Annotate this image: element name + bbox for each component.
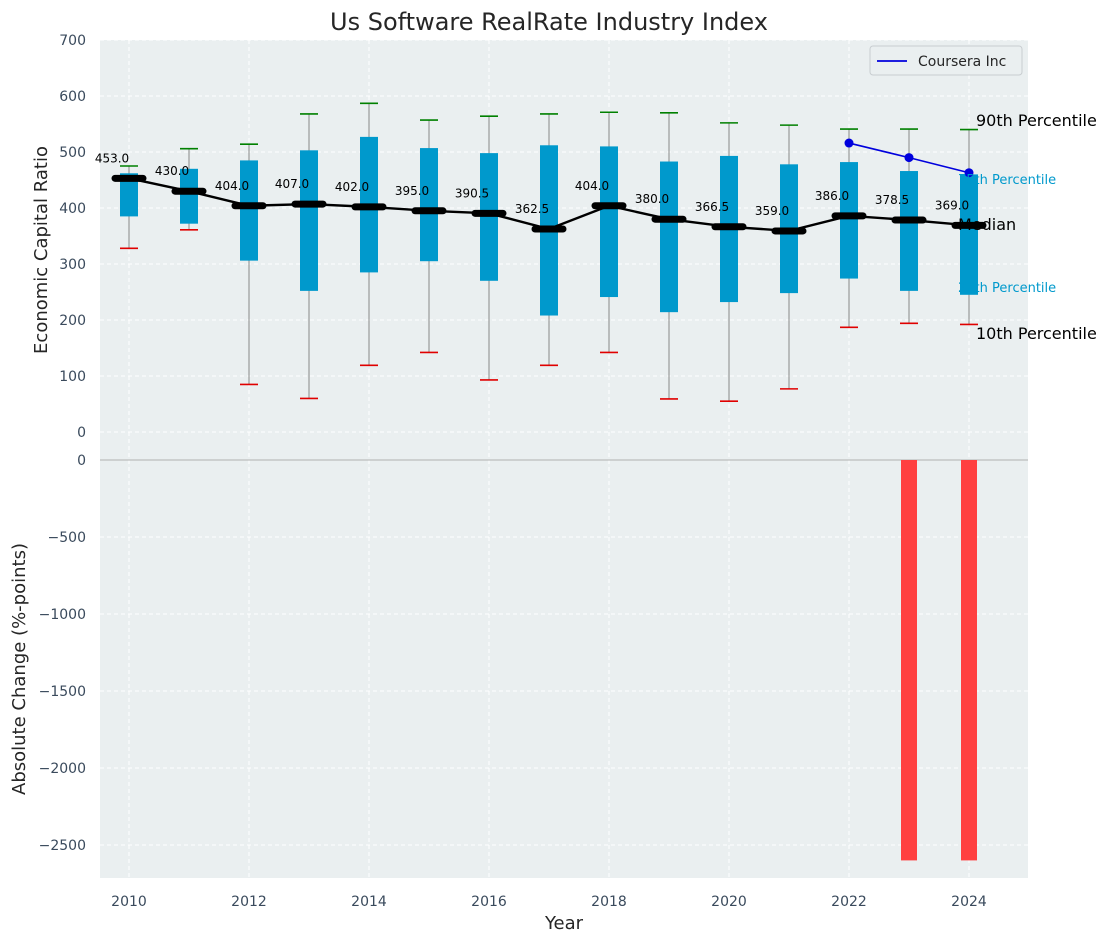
percentile-labels: 90th Percentile 75th Percentile Median 2… <box>958 111 1097 343</box>
median-value-labels: 453.0 430.0 404.0 407.0 402.0 395.0 390.5 362.5… <box>95 151 969 218</box>
median-value-label: 366.5 <box>695 200 729 214</box>
box <box>180 168 198 224</box>
box <box>660 161 678 313</box>
bottom-y-tick: −2000 <box>39 761 86 777</box>
x-tick: 2010 <box>111 894 147 910</box>
median-value-label: 390.5 <box>455 186 489 200</box>
median-value-label: 453.0 <box>95 151 129 165</box>
percentile-label-median: Median <box>958 215 1016 234</box>
median-value-label: 359.0 <box>755 204 789 218</box>
median-value-label: 369.0 <box>935 198 969 212</box>
median-value-label: 404.0 <box>215 179 249 193</box>
x-tick: 2014 <box>351 894 387 910</box>
bottom-panel-grid <box>100 460 1028 878</box>
company-series <box>844 138 974 178</box>
median-value-label: 362.5 <box>515 202 549 216</box>
median-value-label: 386.0 <box>815 189 849 203</box>
percentile-label-p75: 75th Percentile <box>958 173 1056 188</box>
legend-frame <box>869 45 1023 76</box>
change-bar <box>901 460 917 861</box>
bottom-y-axis-label: Absolute Change (%-points) <box>9 543 30 795</box>
box <box>120 173 138 217</box>
bottom-panel-background <box>100 460 1028 878</box>
median-marks <box>111 174 987 235</box>
box-plots <box>120 102 978 403</box>
box <box>960 174 978 295</box>
bottom-y-tick: 0 <box>77 453 86 469</box>
box <box>240 160 258 261</box>
x-tick: 2022 <box>831 894 867 910</box>
median-value-label: 402.0 <box>335 180 369 194</box>
top-y-axis-label: Economic Capital Ratio <box>31 146 52 354</box>
box <box>300 150 318 291</box>
x-tick: 2020 <box>711 894 747 910</box>
top-y-tick-labels: 0 100 200 300 400 500 600 700 <box>59 33 86 441</box>
bottom-y-tick: −2500 <box>39 838 86 854</box>
top-y-tick: 600 <box>59 89 86 105</box>
x-tick: 2016 <box>471 894 507 910</box>
bottom-y-tick: −1500 <box>39 684 86 700</box>
chart-title: Us Software RealRate Industry Index <box>330 8 768 36</box>
bottom-y-tick-labels: 0 −500 −1000 −1500 −2000 −2500 <box>39 453 86 854</box>
median-value-label: 395.0 <box>395 184 429 198</box>
top-y-tick: 700 <box>59 33 86 49</box>
top-y-tick: 500 <box>59 145 86 161</box>
box <box>900 171 918 291</box>
top-y-tick: 100 <box>59 369 86 385</box>
legend: Coursera Inc <box>869 45 1023 76</box>
median-value-label: 407.0 <box>275 177 309 191</box>
top-y-tick: 200 <box>59 313 86 329</box>
median-value-label: 404.0 <box>575 179 609 193</box>
top-panel-background <box>100 40 1028 460</box>
box <box>480 153 498 281</box>
bottom-y-tick: −1000 <box>39 607 86 623</box>
percentile-label-p90: 90th Percentile <box>976 111 1097 130</box>
company-point <box>844 138 854 148</box>
change-bars <box>901 460 977 861</box>
box <box>420 148 438 262</box>
x-tick: 2018 <box>591 894 627 910</box>
box <box>840 162 858 279</box>
top-y-tick: 300 <box>59 257 86 273</box>
company-point <box>964 168 974 178</box>
top-y-tick: 400 <box>59 201 86 217</box>
percentile-label-p25: 25th Percentile <box>958 281 1056 296</box>
x-axis-label: Year <box>544 913 584 934</box>
bottom-y-tick: −500 <box>48 530 86 546</box>
median-value-label: 380.0 <box>635 192 669 206</box>
change-bar <box>961 460 977 861</box>
x-tick-labels: 2010 2012 2014 2016 2018 2020 2022 2024 <box>111 894 987 910</box>
box <box>600 146 618 298</box>
company-point <box>904 153 914 163</box>
top-y-tick: 0 <box>77 425 86 441</box>
median-value-label: 430.0 <box>155 164 189 178</box>
percentile-label-p10: 10th Percentile <box>976 324 1097 343</box>
median-value-label: 378.5 <box>875 193 909 207</box>
x-tick: 2012 <box>231 894 267 910</box>
x-tick: 2024 <box>951 894 987 910</box>
legend-label: Coursera Inc <box>918 54 1006 70</box>
